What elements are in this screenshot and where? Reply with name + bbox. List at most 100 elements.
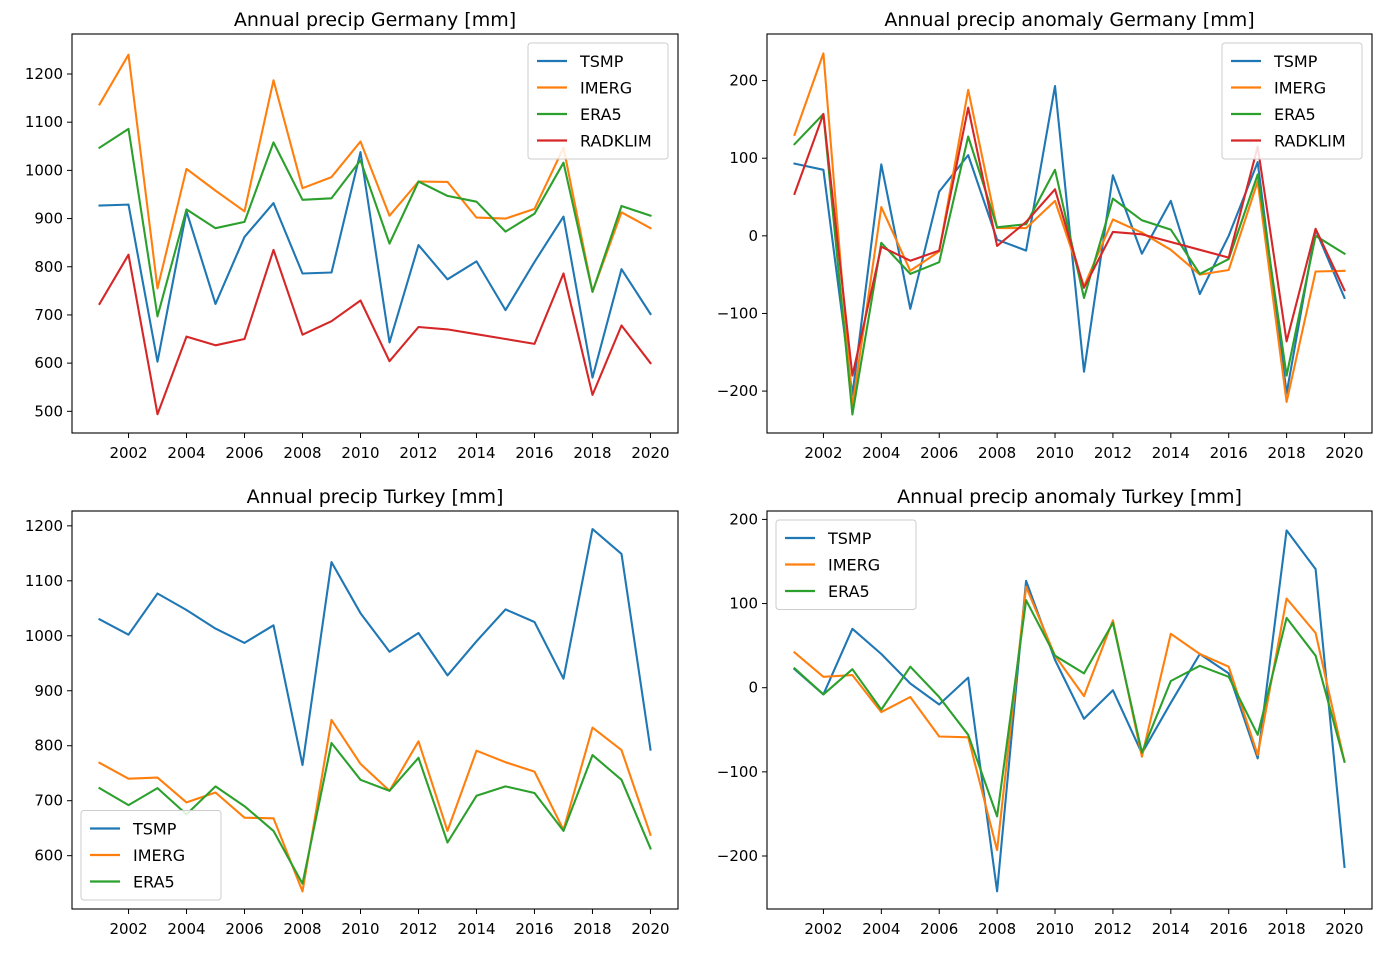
legend-label-era5: ERA5 bbox=[580, 105, 622, 124]
y-tick-label: 1000 bbox=[25, 627, 63, 645]
x-tick-label: 2008 bbox=[978, 920, 1016, 938]
legend-label-era5: ERA5 bbox=[1274, 105, 1316, 124]
legend: TSMP IMERG ERA5 bbox=[775, 519, 917, 610]
legend: TSMP IMERG ERA5 RADKLIM bbox=[1221, 42, 1363, 160]
y-tick-label: 1100 bbox=[25, 113, 63, 131]
legend-box bbox=[775, 519, 917, 610]
legend: TSMP IMERG ERA5 RADKLIM bbox=[527, 42, 669, 160]
series-line-tsmp bbox=[98, 528, 652, 767]
legend-label-tsmp: TSMP bbox=[827, 529, 872, 548]
x-tick-label: 2018 bbox=[573, 444, 611, 462]
y-tick-label: 700 bbox=[34, 792, 63, 810]
x-tick-label: 2020 bbox=[1325, 920, 1363, 938]
chart-title: Annual precip anomaly Turkey [mm] bbox=[897, 486, 1242, 508]
y-tick-label: 0 bbox=[748, 227, 758, 245]
series-line-imerg bbox=[793, 52, 1346, 408]
x-tick-label: 2006 bbox=[225, 444, 263, 462]
x-tick-label: 2016 bbox=[1210, 920, 1248, 938]
series-line-tsmp bbox=[98, 151, 652, 379]
x-tick-label: 2020 bbox=[1325, 444, 1363, 462]
series-line-radklim bbox=[98, 248, 652, 416]
y-tick-label: 0 bbox=[748, 679, 758, 697]
series-line-radklim bbox=[793, 106, 1346, 377]
x-tick-label: 2016 bbox=[515, 444, 553, 462]
y-tick-label: 500 bbox=[34, 402, 63, 420]
series-line-tsmp bbox=[793, 529, 1346, 893]
legend-label-imerg: IMERG bbox=[580, 79, 632, 98]
x-tick-label: 2018 bbox=[1268, 920, 1306, 938]
x-tick-label: 2008 bbox=[283, 444, 321, 462]
axes-frame bbox=[766, 33, 1373, 434]
legend-box bbox=[1221, 42, 1363, 160]
y-tick-label: 1200 bbox=[25, 65, 63, 83]
chart-title: Annual precip Turkey [mm] bbox=[247, 486, 504, 508]
y-tick-label: −100 bbox=[717, 763, 758, 781]
x-tick-label: 2014 bbox=[1152, 444, 1190, 462]
legend-label-tsmp: TSMP bbox=[579, 52, 624, 71]
x-tick-label: 2004 bbox=[167, 920, 205, 938]
y-tick-label: −100 bbox=[717, 304, 758, 322]
y-tick-label: 100 bbox=[729, 149, 758, 167]
axes-frame bbox=[766, 510, 1373, 910]
x-tick-label: 2010 bbox=[1036, 920, 1074, 938]
y-tick-label: 900 bbox=[34, 682, 63, 700]
x-tick-label: 2006 bbox=[920, 444, 958, 462]
legend-box bbox=[80, 810, 222, 901]
series-line-imerg bbox=[98, 718, 652, 893]
x-tick-label: 2018 bbox=[573, 920, 611, 938]
x-tick-label: 2012 bbox=[1094, 920, 1132, 938]
x-tick-label: 2002 bbox=[109, 920, 147, 938]
x-tick-label: 2002 bbox=[804, 920, 842, 938]
axes-frame bbox=[71, 33, 679, 434]
x-tick-label: 2016 bbox=[515, 920, 553, 938]
legend-label-radklim: RADKLIM bbox=[580, 132, 652, 151]
series-line-era5 bbox=[793, 599, 1346, 818]
y-tick-label: 1200 bbox=[25, 517, 63, 535]
series-line-tsmp bbox=[793, 84, 1346, 397]
x-tick-label: 2006 bbox=[920, 920, 958, 938]
x-tick-label: 2002 bbox=[804, 444, 842, 462]
series-line-imerg bbox=[793, 585, 1346, 852]
x-tick-label: 2020 bbox=[631, 920, 669, 938]
x-tick-label: 2014 bbox=[457, 920, 495, 938]
x-tick-label: 2004 bbox=[167, 444, 205, 462]
x-tick-label: 2010 bbox=[341, 444, 379, 462]
y-tick-label: −200 bbox=[717, 847, 758, 865]
legend-label-era5: ERA5 bbox=[828, 582, 870, 601]
legend-label-radklim: RADKLIM bbox=[1274, 132, 1346, 151]
y-tick-label: 600 bbox=[34, 847, 63, 865]
legend: TSMP IMERG ERA5 bbox=[80, 810, 222, 901]
y-tick-label: 100 bbox=[729, 595, 758, 613]
legend-label-imerg: IMERG bbox=[133, 846, 185, 865]
x-tick-label: 2008 bbox=[978, 444, 1016, 462]
y-tick-label: 1100 bbox=[25, 572, 63, 590]
y-tick-label: −200 bbox=[717, 382, 758, 400]
legend-label-era5: ERA5 bbox=[133, 873, 175, 892]
y-tick-label: 700 bbox=[34, 306, 63, 324]
y-tick-label: 800 bbox=[34, 737, 63, 755]
x-tick-label: 2010 bbox=[341, 920, 379, 938]
x-tick-label: 2016 bbox=[1210, 444, 1248, 462]
x-tick-label: 2012 bbox=[399, 444, 437, 462]
panel-3: Annual precip Turkey [mm] 2002 2004 2006 200… bbox=[25, 486, 679, 938]
y-tick-label: 200 bbox=[729, 510, 758, 528]
panel-2: Annual precip anomaly Germany [mm] 2002 20… bbox=[717, 9, 1373, 462]
x-tick-label: 2012 bbox=[399, 920, 437, 938]
y-tick-label: 600 bbox=[34, 354, 63, 372]
legend-label-tsmp: TSMP bbox=[132, 820, 177, 839]
y-tick-label: 900 bbox=[34, 210, 63, 228]
y-tick-label: 1000 bbox=[25, 161, 63, 179]
chart-title: Annual precip anomaly Germany [mm] bbox=[884, 9, 1254, 31]
legend-box bbox=[527, 42, 669, 160]
x-tick-label: 2012 bbox=[1094, 444, 1132, 462]
series-line-era5 bbox=[98, 741, 652, 885]
x-tick-label: 2002 bbox=[109, 444, 147, 462]
panel-4: Annual precip anomaly Turkey [mm] 2002 200… bbox=[717, 486, 1373, 938]
legend-label-imerg: IMERG bbox=[828, 556, 880, 575]
chart-title: Annual precip Germany [mm] bbox=[234, 9, 516, 31]
legend-label-tsmp: TSMP bbox=[1273, 52, 1318, 71]
x-tick-label: 2004 bbox=[862, 920, 900, 938]
x-tick-label: 2014 bbox=[457, 444, 495, 462]
y-tick-label: 200 bbox=[729, 72, 758, 90]
